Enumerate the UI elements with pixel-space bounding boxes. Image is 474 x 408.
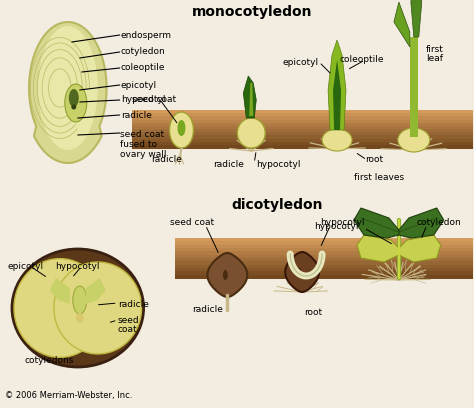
Polygon shape — [394, 2, 410, 47]
Text: endosperm: endosperm — [121, 31, 172, 40]
Ellipse shape — [12, 249, 144, 367]
Text: epicotyl: epicotyl — [121, 80, 157, 89]
Ellipse shape — [73, 286, 87, 314]
Polygon shape — [285, 252, 319, 292]
Bar — [132, 123, 473, 126]
Polygon shape — [411, 0, 422, 37]
Text: seed: seed — [118, 316, 139, 325]
Bar — [174, 251, 473, 255]
Ellipse shape — [223, 270, 228, 280]
Bar — [174, 262, 473, 265]
Ellipse shape — [177, 120, 185, 136]
Bar — [174, 238, 473, 242]
Polygon shape — [54, 262, 142, 354]
Text: cotyledon: cotyledon — [417, 218, 462, 227]
Bar — [174, 245, 473, 248]
Text: first leaves: first leaves — [354, 173, 404, 182]
Ellipse shape — [170, 112, 193, 148]
Text: coleoptile: coleoptile — [121, 64, 165, 73]
Text: root: root — [365, 155, 383, 164]
Text: radicle: radicle — [118, 300, 148, 309]
Text: cotyledons: cotyledons — [25, 356, 74, 365]
Polygon shape — [29, 22, 107, 163]
Ellipse shape — [322, 129, 352, 151]
Bar — [174, 255, 473, 259]
Text: coat: coat — [118, 325, 137, 334]
Polygon shape — [328, 40, 346, 130]
Text: leaf: leaf — [426, 54, 443, 63]
Text: radicle: radicle — [121, 111, 152, 120]
Polygon shape — [50, 278, 70, 304]
Text: hypocotyl: hypocotyl — [320, 218, 365, 227]
Bar — [174, 268, 473, 272]
Bar — [410, 37, 418, 137]
Bar — [132, 110, 473, 114]
Text: monocotyledon: monocotyledon — [191, 5, 312, 19]
Text: ovary wall: ovary wall — [119, 150, 166, 159]
Polygon shape — [14, 259, 106, 357]
Text: hypocotyl: hypocotyl — [314, 222, 359, 231]
Text: radicle: radicle — [192, 305, 223, 314]
Ellipse shape — [398, 128, 430, 152]
Bar — [174, 258, 473, 262]
Polygon shape — [86, 278, 106, 304]
Bar — [132, 129, 473, 133]
Ellipse shape — [76, 313, 84, 323]
Bar — [132, 113, 473, 117]
Text: first: first — [426, 45, 444, 54]
Polygon shape — [243, 76, 256, 118]
Bar — [174, 242, 473, 245]
Bar — [174, 265, 473, 268]
Text: hypocotyl: hypocotyl — [256, 160, 301, 169]
Text: seed coat: seed coat — [132, 95, 176, 104]
Text: hypocotyl: hypocotyl — [55, 262, 100, 271]
Text: epicotyl: epicotyl — [8, 262, 44, 271]
Polygon shape — [357, 235, 399, 262]
Bar — [132, 132, 473, 136]
Ellipse shape — [237, 118, 265, 148]
Bar — [174, 248, 473, 252]
Text: seed coat: seed coat — [170, 218, 214, 227]
Ellipse shape — [69, 89, 79, 107]
Bar — [132, 116, 473, 120]
Bar — [132, 126, 473, 129]
Polygon shape — [249, 83, 253, 116]
Text: seed coat: seed coat — [119, 130, 164, 139]
Polygon shape — [333, 60, 341, 130]
Bar — [132, 142, 473, 145]
Text: dicotyledon: dicotyledon — [231, 198, 323, 212]
Text: radicle: radicle — [152, 155, 182, 164]
Bar — [132, 145, 473, 149]
Text: epicotyl: epicotyl — [282, 58, 319, 67]
Bar — [174, 275, 473, 279]
Bar — [132, 135, 473, 139]
Text: fused to: fused to — [119, 140, 157, 149]
Polygon shape — [38, 26, 98, 150]
Ellipse shape — [297, 268, 301, 276]
Text: cotyledon: cotyledon — [121, 47, 165, 56]
Text: © 2006 Merriam-Webster, Inc.: © 2006 Merriam-Webster, Inc. — [5, 391, 132, 400]
Text: coleoptile: coleoptile — [339, 55, 383, 64]
Bar — [132, 138, 473, 142]
Polygon shape — [399, 235, 441, 262]
Text: hypocotyl: hypocotyl — [121, 95, 165, 104]
Ellipse shape — [65, 84, 87, 122]
Text: radicle: radicle — [213, 160, 244, 169]
Text: root: root — [304, 308, 322, 317]
Polygon shape — [399, 208, 444, 238]
Polygon shape — [208, 253, 247, 297]
Bar — [132, 120, 473, 123]
Bar — [174, 271, 473, 275]
Polygon shape — [354, 208, 399, 238]
Ellipse shape — [71, 104, 76, 109]
